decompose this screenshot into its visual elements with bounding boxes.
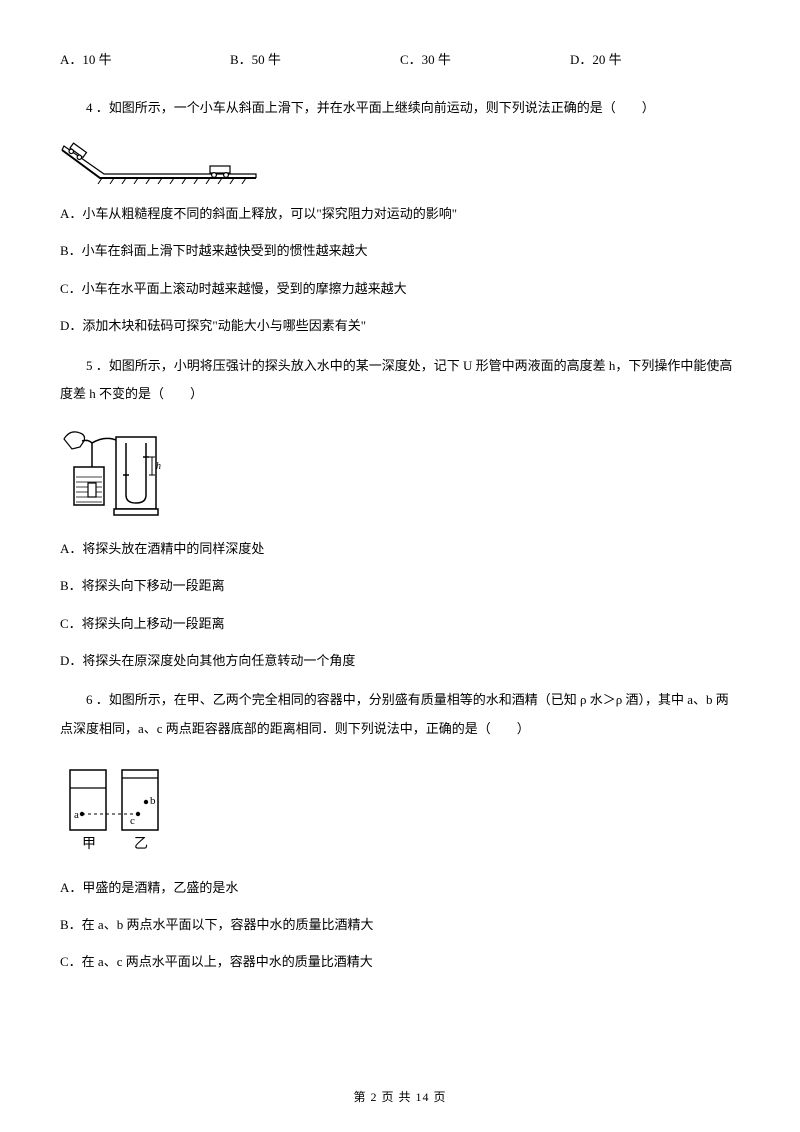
svg-text:h: h bbox=[156, 461, 161, 472]
q6-option-c: C．在 a、c 两点水平面以上，容器中水的质量比酒精大 bbox=[60, 950, 740, 973]
q4-option-a: A．小车从粗糙程度不同的斜面上释放，可以"探究阻力对运动的影响" bbox=[60, 202, 740, 225]
q3-option-a: A．10 牛 bbox=[60, 50, 230, 70]
q4-option-d: D．添加木块和砝码可探究"动能大小与哪些因素有关" bbox=[60, 314, 740, 337]
q5-option-c: C．将探头向上移动一段距离 bbox=[60, 612, 740, 635]
q6-option-a: A．甲盛的是酒精，乙盛的是水 bbox=[60, 876, 740, 899]
q4-option-c: C．小车在水平面上滚动时越来越慢，受到的摩擦力越来越大 bbox=[60, 277, 740, 300]
q4-figure bbox=[60, 140, 740, 184]
svg-text:b: b bbox=[150, 795, 156, 807]
q3-option-b: B．50 牛 bbox=[230, 50, 400, 70]
svg-text:a: a bbox=[74, 809, 79, 821]
q3-option-c: C．30 牛 bbox=[400, 50, 570, 70]
q6-fig-label-right: 乙 bbox=[134, 836, 148, 852]
q6-stem: 6 ．如图所示，在甲、乙两个完全相同的容器中，分别盛有质量相等的水和酒精（已知 … bbox=[60, 686, 740, 743]
q5-option-a: A．将探头放在酒精中的同样深度处 bbox=[60, 537, 740, 560]
q3-option-d: D．20 牛 bbox=[570, 50, 740, 70]
page-footer: 第 2 页 共 14 页 bbox=[0, 1088, 800, 1106]
q5-option-b: B．将探头向下移动一段距离 bbox=[60, 574, 740, 597]
q6-fig-label-left: 甲 bbox=[82, 837, 96, 852]
q5-stem: 5 ．如图所示，小明将压强计的探头放入水中的某一深度处，记下 U 形管中两液面的… bbox=[60, 352, 740, 409]
q4-stem: 4 ．如图所示，一个小车从斜面上滑下，并在水平面上继续向前运动，则下列说法正确的… bbox=[60, 94, 740, 123]
svg-text:c: c bbox=[130, 815, 135, 827]
q3-options-row: A．10 牛 B．50 牛 C．30 牛 D．20 牛 bbox=[60, 50, 740, 70]
q6-figure: a b c 甲 乙 bbox=[60, 762, 740, 858]
q6-option-b: B．在 a、b 两点水平面以下，容器中水的质量比酒精大 bbox=[60, 913, 740, 936]
q5-option-d: D．将探头在原深度处向其他方向任意转动一个角度 bbox=[60, 649, 740, 672]
q4-option-b: B．小车在斜面上滑下时越来越快受到的惯性越来越大 bbox=[60, 239, 740, 262]
q5-figure: h bbox=[60, 427, 740, 519]
